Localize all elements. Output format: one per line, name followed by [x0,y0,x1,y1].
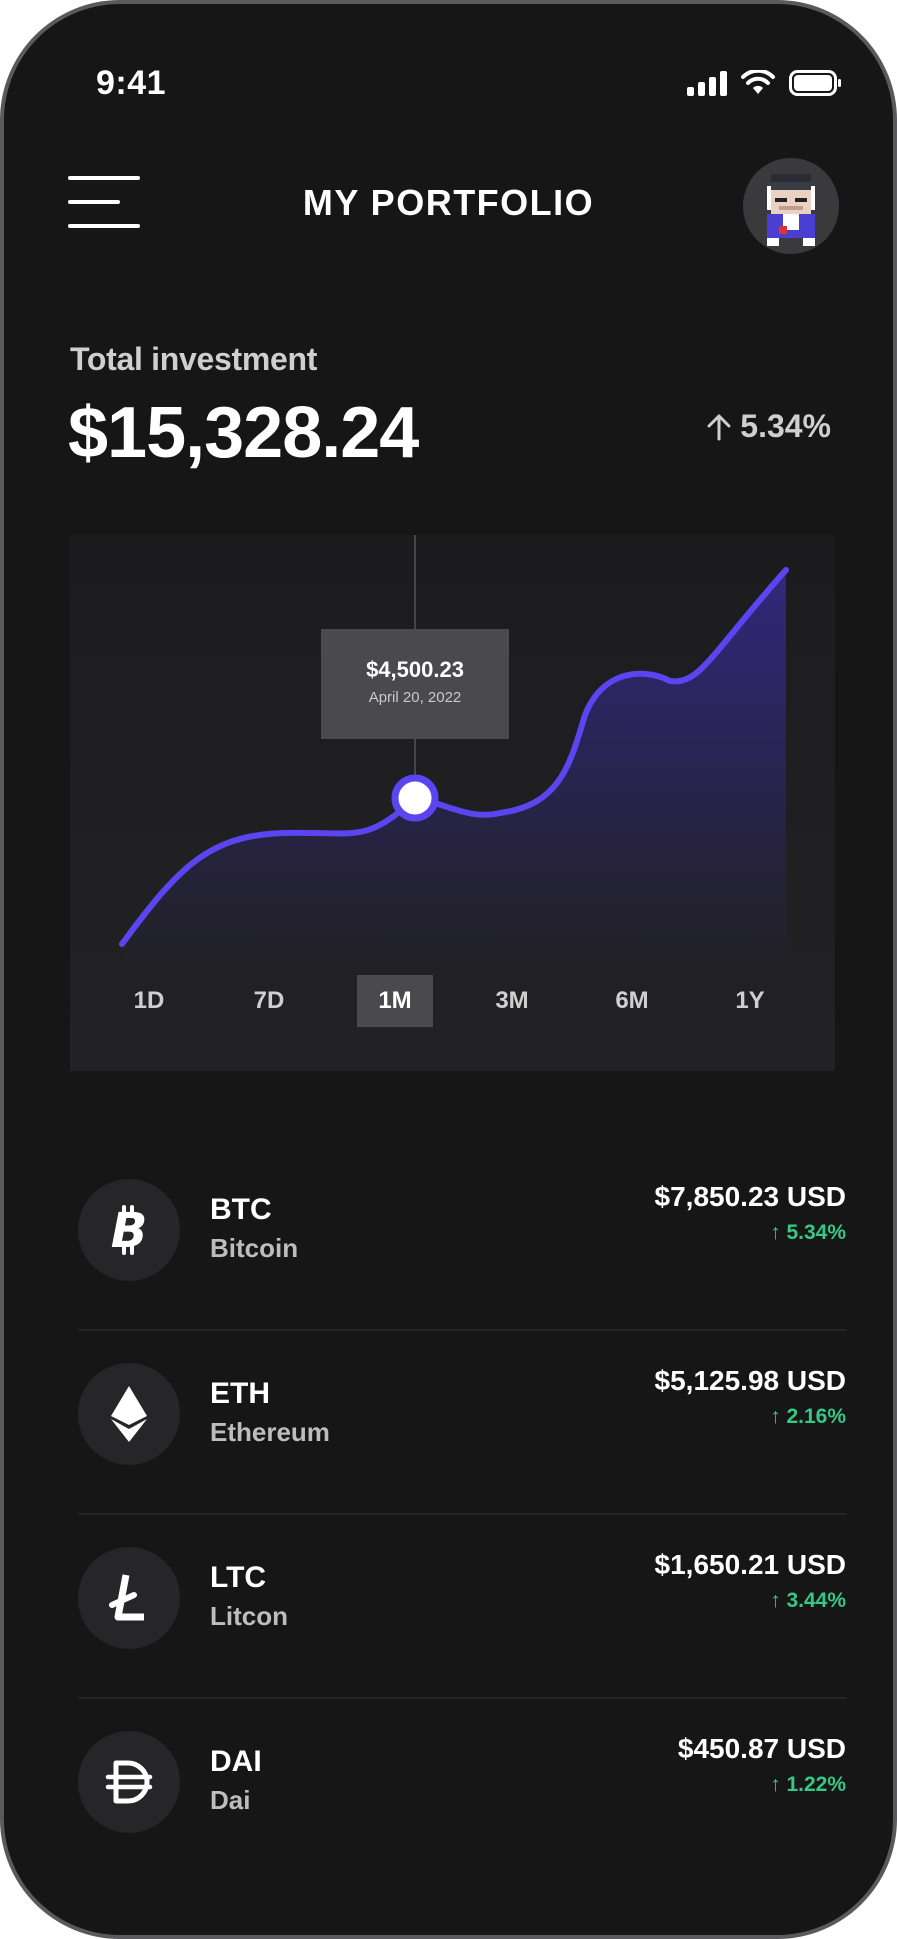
litecoin-icon-circle [78,1547,180,1649]
investment-change-value: 5.34% [740,408,831,444]
chart-canvas [119,535,789,975]
coin-value: $5,125.98 USD [654,1365,846,1396]
coin-row-dai[interactable]: DAI Dai $450.87 USD ↑ 1.22% [78,1699,846,1883]
period-selector: 1D 7D 1M 3M 6M 1Y [70,975,835,1027]
tooltip-value: $4,500.23 [366,657,464,682]
coin-value: $1,650.21 USD [654,1549,846,1580]
dai-icon-circle [78,1731,180,1833]
status-icons [687,70,843,96]
divider [78,1697,846,1699]
coin-change-value: 3.44% [786,1589,846,1612]
ethereum-icon [111,1386,147,1442]
chart-line [119,567,789,947]
coin-change: ↑ 5.34% [770,1221,846,1244]
coin-row-ltc[interactable]: LTC Litcon $1,650.21 USD ↑ 3.44% [78,1515,846,1699]
hamburger-menu-icon[interactable] [68,176,140,228]
coin-symbol: ETH [210,1377,270,1410]
status-time: 9:41 [96,64,167,102]
investment-amount: $15,328.24 [68,393,419,473]
wifi-icon [741,70,775,94]
coin-name: Bitcoin [210,1233,299,1263]
dai-icon [105,1760,153,1804]
avatar[interactable] [743,158,839,254]
coin-symbol: BTC [210,1193,272,1226]
portfolio-chart[interactable]: $4,500.23 April 20, 2022 1D 7D 1M 3M 6M … [70,535,835,1071]
period-1d[interactable]: 1D [133,987,165,1014]
coin-change: ↑ 1.22% [770,1773,846,1796]
litecoin-icon [109,1574,144,1621]
app-screen: 9:41 MY PORTFOLIO [4,4,893,1935]
coin-name: Ethereum [210,1417,330,1447]
pixel-avatar-icon [767,174,815,246]
period-7d[interactable]: 7D [253,987,285,1014]
chart-point [391,774,439,822]
coin-row-eth[interactable]: ETH Ethereum $5,125.98 USD ↑ 2.16% [78,1331,846,1515]
battery-icon [789,70,841,96]
tooltip-date: April 20, 2022 [368,689,462,706]
investment-change: 5.34% [706,408,831,445]
coin-value: $7,850.23 USD [654,1181,846,1212]
coin-name: Dai [210,1785,251,1815]
coin-change: ↑ 3.44% [770,1589,846,1612]
period-1y[interactable]: 1Y [735,987,765,1014]
divider [78,1329,846,1331]
coin-name: Litcon [210,1601,288,1631]
bitcoin-icon: B [111,1203,148,1257]
coin-change-value: 1.22% [786,1773,846,1796]
period-1m[interactable]: 1M [357,975,433,1027]
investment-label: Total investment [70,341,318,377]
coin-value: $450.87 USD [677,1733,846,1764]
ethereum-icon-circle [78,1363,180,1465]
chart-tooltip: $4,500.23 April 20, 2022 [321,629,509,739]
coin-change-value: 5.34% [786,1221,846,1244]
period-3m[interactable]: 3M [495,987,529,1014]
svg-text:B: B [111,1203,148,1257]
divider [78,1513,846,1515]
signal-icon [687,70,727,96]
bitcoin-icon-circle: B [78,1179,180,1281]
coin-symbol: DAI [210,1745,262,1778]
arrow-up-icon [707,414,731,440]
period-6m[interactable]: 6M [615,987,649,1014]
page-title: MY PORTFOLIO [302,182,595,223]
coin-change-value: 2.16% [786,1405,846,1428]
chart-area [122,570,786,975]
coin-row-btc[interactable]: B BTC Bitcoin $7,850.23 USD ↑ 5.34% [78,1147,846,1331]
coin-change: ↑ 2.16% [770,1405,846,1428]
coin-symbol: LTC [210,1561,267,1594]
